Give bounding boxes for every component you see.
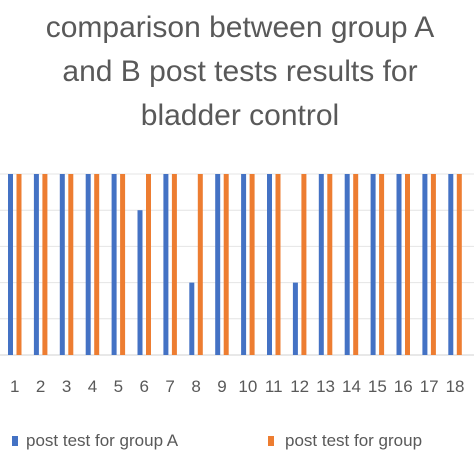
x-tick-label: 1 — [10, 377, 19, 396]
bar-series-1-cat-2 — [33, 174, 39, 355]
bar-series-2-cat-1 — [16, 174, 22, 355]
bar-series-2-cat-11 — [275, 174, 281, 355]
legend-swatch-1 — [12, 436, 18, 446]
legend-label-2: post test for group — [285, 431, 422, 450]
bar-series-2-cat-4 — [94, 174, 100, 355]
x-tick-label: 13 — [316, 377, 335, 396]
bar-series-2-cat-9 — [223, 174, 229, 355]
x-tick-label: 2 — [36, 377, 45, 396]
bar-series-2-cat-3 — [68, 174, 74, 355]
bars — [8, 174, 462, 355]
bar-series-2-cat-17 — [430, 174, 436, 355]
legend: post test for group A post test for group — [12, 431, 422, 450]
bar-series-1-cat-1 — [8, 174, 13, 355]
bar-series-2-cat-6 — [146, 174, 151, 355]
x-tick-label: 16 — [394, 377, 413, 396]
bar-series-1-cat-12 — [292, 282, 298, 355]
legend-label-1: post test for group A — [26, 431, 179, 450]
x-tick-label: 9 — [217, 377, 226, 396]
x-tick-label: 10 — [238, 377, 257, 396]
gridlines — [0, 173, 474, 356]
bar-series-2-cat-10 — [249, 174, 255, 355]
x-tick-label: 15 — [368, 377, 387, 396]
x-tick-label: 5 — [114, 377, 123, 396]
title-line-3: bladder control — [141, 99, 339, 132]
x-tick-label: 12 — [290, 377, 309, 396]
x-tick-label: 7 — [165, 377, 174, 396]
x-tick-label: 14 — [342, 377, 361, 396]
bar-series-1-cat-18 — [448, 174, 454, 355]
bar-series-2-cat-8 — [197, 174, 203, 355]
bar-series-1-cat-9 — [215, 174, 221, 355]
chart-title: comparison between group A and B post tes… — [46, 11, 435, 132]
bar-series-2-cat-15 — [379, 174, 385, 355]
x-tick-label: 3 — [62, 377, 71, 396]
legend-swatch-2 — [268, 436, 274, 446]
bar-series-2-cat-14 — [353, 174, 359, 355]
bar-series-1-cat-16 — [396, 174, 402, 355]
bar-series-1-cat-3 — [59, 174, 65, 355]
bar-series-2-cat-18 — [456, 174, 462, 355]
bar-series-1-cat-13 — [318, 174, 324, 355]
bar-series-1-cat-4 — [85, 174, 91, 355]
bar-series-1-cat-5 — [111, 174, 117, 355]
bar-series-1-cat-10 — [241, 174, 247, 355]
bar-series-1-cat-11 — [267, 174, 272, 355]
bar-series-2-cat-12 — [301, 174, 307, 355]
bar-series-2-cat-2 — [42, 174, 48, 355]
bar-series-1-cat-8 — [189, 282, 195, 355]
x-tick-labels: 1 2 3 4 5 6 7 8 9 10 11 12 13 14 15 16 17 18 — [10, 377, 464, 396]
bar-series-1-cat-6 — [137, 210, 143, 355]
x-tick-label: 4 — [88, 377, 97, 396]
x-tick-label: 8 — [191, 377, 200, 396]
bar-series-2-cat-16 — [405, 174, 410, 355]
x-tick-label: 11 — [265, 377, 283, 396]
x-tick-label: 18 — [446, 377, 465, 396]
bar-series-2-cat-5 — [120, 174, 126, 355]
title-line-2: and B post tests results for — [62, 55, 417, 88]
bar-series-1-cat-14 — [344, 174, 350, 355]
bar-series-2-cat-13 — [327, 174, 333, 355]
bar-series-2-cat-7 — [171, 174, 177, 355]
bar-series-1-cat-17 — [422, 174, 428, 355]
x-tick-label: 17 — [420, 377, 439, 396]
bar-series-1-cat-7 — [163, 174, 169, 355]
bar-series-1-cat-15 — [370, 174, 376, 355]
x-tick-label: 6 — [140, 377, 149, 396]
title-line-1: comparison between group A — [46, 11, 435, 44]
